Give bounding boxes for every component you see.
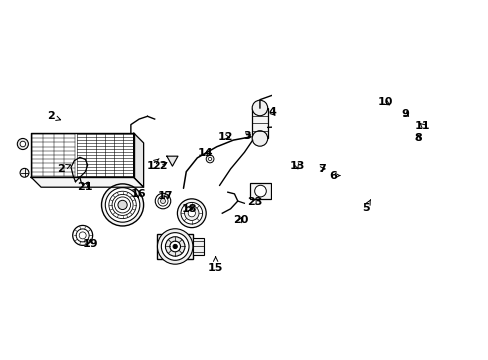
Circle shape [206,155,214,163]
Circle shape [389,104,397,112]
Text: 20: 20 [232,215,248,225]
Text: 6: 6 [328,171,339,181]
Text: 19: 19 [82,239,98,249]
Bar [249,183,270,199]
Circle shape [109,191,136,219]
Circle shape [181,202,202,224]
Text: 15: 15 [207,257,223,273]
Text: 4: 4 [267,107,276,117]
Text: 14: 14 [198,148,213,158]
Circle shape [295,168,302,175]
Circle shape [76,229,89,242]
Text: 10: 10 [377,98,392,107]
Text: 13: 13 [289,161,304,171]
Bar [252,108,267,139]
Text: 5: 5 [362,200,370,213]
Circle shape [17,139,28,149]
Circle shape [173,244,177,249]
Text: 12: 12 [217,132,232,142]
Text: 23: 23 [246,197,262,207]
Circle shape [20,168,29,177]
Circle shape [391,106,395,110]
Polygon shape [166,156,178,166]
Text: 7: 7 [318,164,325,174]
Circle shape [418,121,421,123]
Polygon shape [31,177,143,187]
Circle shape [73,225,92,246]
Text: 21: 21 [77,182,92,192]
Circle shape [118,200,127,210]
Text: 3: 3 [243,131,250,141]
Text: 16: 16 [130,189,145,199]
Circle shape [417,119,423,125]
Circle shape [252,131,267,146]
Bar [157,234,192,259]
Circle shape [208,157,211,161]
Circle shape [408,116,412,120]
Text: 8: 8 [414,134,421,143]
Circle shape [177,199,206,228]
Circle shape [406,114,414,122]
Circle shape [346,174,352,179]
Text: 18: 18 [181,204,196,214]
Text: 9: 9 [400,108,408,118]
Circle shape [254,185,266,197]
Circle shape [328,168,335,175]
Circle shape [105,188,140,222]
Text: 22: 22 [152,161,168,171]
Circle shape [252,100,267,116]
Text: 17: 17 [158,190,173,201]
Text: 1: 1 [146,159,159,171]
Polygon shape [133,133,143,187]
Circle shape [161,233,189,260]
Circle shape [157,229,192,264]
Circle shape [160,199,165,203]
Circle shape [188,210,195,217]
Circle shape [155,193,170,209]
Circle shape [114,197,130,213]
Text: 11: 11 [414,121,429,131]
Circle shape [419,129,423,133]
Circle shape [417,127,425,135]
Circle shape [274,116,281,122]
Circle shape [112,194,133,215]
Circle shape [79,232,86,239]
Circle shape [20,141,25,147]
Circle shape [102,184,143,226]
Circle shape [184,206,199,220]
Polygon shape [31,133,133,177]
Circle shape [158,196,168,206]
Text: 2: 2 [57,164,70,174]
Circle shape [333,173,339,178]
Circle shape [165,237,184,256]
Bar [192,238,203,255]
Circle shape [169,241,180,252]
Text: 2: 2 [46,111,61,121]
